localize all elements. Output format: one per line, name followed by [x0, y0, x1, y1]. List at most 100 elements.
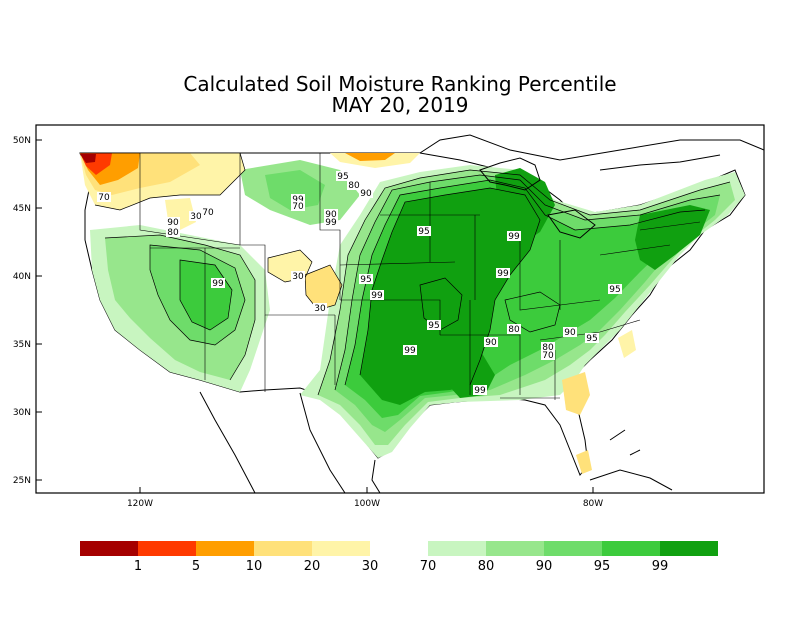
- state-line: [519, 240, 601, 311]
- lon-label-100w: 100W: [354, 499, 380, 509]
- contour-label-bg: [608, 284, 622, 294]
- lon-label-120w: 120W: [127, 499, 153, 509]
- map-date: MAY 20, 2019: [331, 93, 469, 117]
- contour-label: 95: [609, 285, 620, 295]
- contour-label: 95: [428, 321, 439, 331]
- contour-label-bg: [507, 324, 521, 334]
- contour-label: 95: [360, 275, 371, 285]
- contour-label: 30: [292, 272, 304, 282]
- legend-swatch: [254, 541, 312, 556]
- dry-regions: [80, 153, 636, 474]
- contour-label-bg: [189, 211, 203, 221]
- contour-line: [304, 264, 343, 311]
- contour-label: 99: [474, 386, 486, 396]
- legend-label: 5: [192, 559, 200, 574]
- legend-swatch: [312, 541, 370, 556]
- contour-label: 80: [542, 343, 554, 353]
- contour-label: 99: [497, 269, 509, 279]
- legend-swatch: [544, 541, 602, 556]
- contour-label: 99: [325, 218, 337, 228]
- contour-line: [504, 291, 561, 333]
- contour-line: [149, 244, 246, 346]
- contour-line: [80, 152, 246, 211]
- state-line: [599, 244, 671, 256]
- region-dry-fl-20: [576, 450, 592, 474]
- legend-swatch: [602, 541, 660, 556]
- contour-label-bg: [473, 385, 487, 395]
- legend-label: 80: [478, 559, 495, 574]
- legend-label: 1: [134, 559, 142, 574]
- contour-label-bg: [211, 278, 225, 288]
- contour-label: 80: [508, 325, 520, 335]
- legend-swatch: [138, 541, 196, 556]
- map-area: [79, 134, 764, 493]
- map-title: Calculated Soil Moisture Ranking Percent…: [183, 72, 617, 96]
- state-line: [239, 153, 335, 316]
- legend-label: 70: [420, 559, 437, 574]
- state-line: [440, 334, 521, 395]
- mexico-coast: [371, 459, 381, 493]
- contour-label: 95: [586, 334, 597, 344]
- wet-regions: [90, 160, 745, 458]
- legend-label: 95: [594, 559, 611, 574]
- contour-label-bg: [166, 217, 180, 227]
- legend-swatch: [80, 541, 138, 556]
- contour-label: 80: [348, 181, 360, 191]
- contour-label: 80: [167, 228, 179, 238]
- legend: 1 5 10 20 30 70 80 90 95 99: [80, 541, 718, 574]
- bahamas: [609, 429, 641, 456]
- legend-swatch: [486, 541, 544, 556]
- state-line: [139, 153, 241, 246]
- mexico-coast: [299, 392, 346, 493]
- contour-label: 90: [485, 338, 497, 348]
- contour-label: 99: [292, 195, 304, 205]
- contour-label-bg: [97, 192, 111, 202]
- contour-label-bg: [496, 268, 510, 278]
- contour-label: 90: [167, 218, 179, 228]
- contour-label: 70: [542, 351, 554, 361]
- lon-label-80w: 80W: [583, 499, 603, 509]
- contour-label: 90: [564, 328, 576, 338]
- contour-label-bg: [359, 188, 373, 198]
- contour-label-bg: [563, 327, 577, 337]
- contour-lines: [80, 152, 731, 396]
- contour-label-bg: [403, 345, 417, 355]
- canada-coast: [599, 154, 721, 171]
- contour-label-bg: [585, 333, 599, 343]
- region-wet-99-greatlakes: [495, 168, 555, 245]
- lat-label-30n: 30N: [13, 408, 31, 418]
- contour-label: 99: [212, 279, 224, 289]
- region-wet-west-95: [180, 260, 232, 330]
- contour-label: 95: [418, 227, 429, 237]
- contour-label-bg: [541, 350, 555, 360]
- contour-label-bg: [166, 227, 180, 237]
- contour-label: 30: [190, 212, 202, 222]
- contour-line: [317, 169, 731, 396]
- contour-label-bg: [324, 217, 338, 227]
- legend-swatch: [196, 541, 254, 556]
- contour-label: 90: [360, 189, 372, 199]
- contour-label-bg: [336, 171, 350, 181]
- contour-label-bg: [370, 290, 384, 300]
- lat-label-35n: 35N: [13, 340, 31, 350]
- region-dry-nw-1: [80, 154, 96, 163]
- coastlines: [199, 134, 764, 493]
- canada-coast: [419, 134, 764, 161]
- contour-labels: 7030708090959970908090999599999995953030…: [97, 171, 622, 396]
- cuba: [589, 469, 673, 491]
- contour-label-bg: [313, 303, 327, 313]
- lat-axis: 50N 45N 40N 35N 30N 25N: [13, 136, 42, 486]
- contour-label: 30: [314, 304, 326, 314]
- contour-label: 70: [202, 208, 214, 218]
- state-line: [539, 319, 641, 341]
- contour-label: 99: [404, 346, 416, 356]
- region-wet-99-northeast: [635, 205, 710, 270]
- great-lakes: [547, 209, 596, 239]
- contour-line: [179, 259, 233, 331]
- contour-label: 99: [371, 291, 383, 301]
- contour-label-bg: [541, 342, 555, 352]
- legend-swatch: [370, 541, 428, 556]
- lon-axis: 120W 100W 80W: [127, 487, 603, 509]
- contour-label: 95: [337, 172, 348, 182]
- contour-label-bg: [291, 271, 305, 281]
